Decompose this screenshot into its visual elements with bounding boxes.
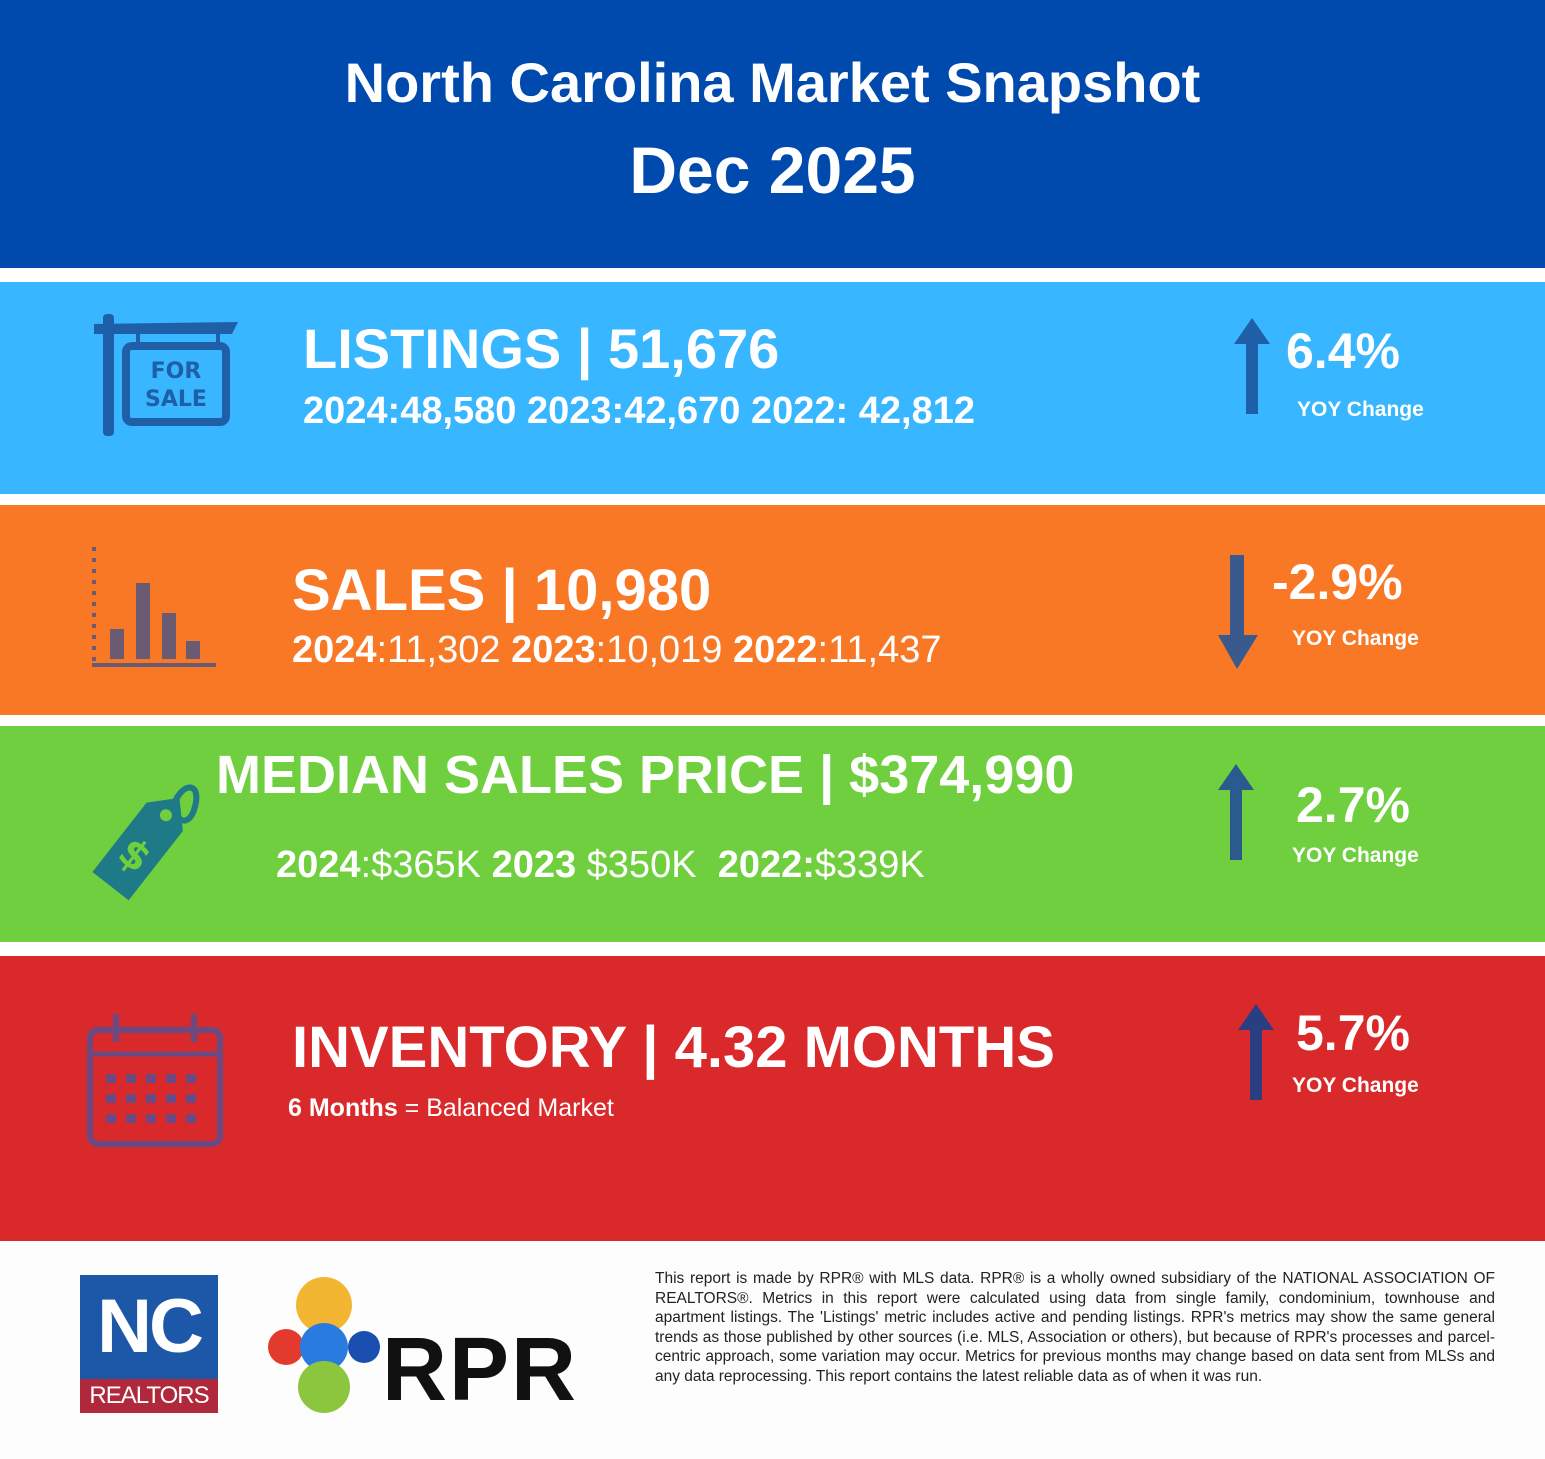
nc-logo-subtext: REALTORS [80, 1379, 218, 1413]
rpr-logo-mark-icon [268, 1277, 380, 1413]
arrow-up-icon [1238, 1004, 1274, 1100]
history-value: $339K [814, 844, 925, 886]
median-price-title: MEDIAN SALES PRICE | $374,990 [216, 745, 1075, 805]
sales-section: SALES | 10,980 2024:11,302 2023:10,019 2… [0, 505, 1545, 715]
history-year: 2023: [527, 390, 625, 432]
median-price-section: $ MEDIAN SALES PRICE | $374,990 2024:$36… [0, 726, 1545, 942]
arrow-down-icon [1218, 555, 1258, 669]
inventory-note: 6 Months = Balanced Market [288, 1094, 614, 1123]
sales-yoy-label: YOY Change [1292, 627, 1419, 650]
sign-text-sale: SALE [145, 387, 207, 412]
history-year: 2022: [751, 390, 849, 432]
inventory-title: INVENTORY | 4.32 MONTHS [292, 1015, 1055, 1080]
note-bold: 6 Months [288, 1094, 398, 1122]
arrow-up-icon [1234, 318, 1270, 414]
listings-section: FOR SALE LISTINGS | 51,676 2024:48,580 2… [0, 282, 1545, 494]
history-value: $350K [576, 844, 697, 886]
nc-realtors-logo: NC REALTORS [80, 1275, 218, 1413]
sales-history: 2024:11,302 2023:10,019 2022:11,437 [292, 629, 942, 672]
history-year: 2023 [511, 629, 596, 671]
listings-title: LISTINGS | 51,676 [303, 317, 780, 380]
sign-text-for: FOR [151, 359, 202, 384]
history-year: 2023 [491, 844, 577, 886]
listings-yoy-percent: 6.4% [1286, 323, 1400, 379]
median-price-yoy-label: YOY Change [1292, 844, 1419, 867]
inventory-yoy-percent: 5.7% [1296, 1005, 1410, 1061]
for-sale-sign-icon: FOR SALE [94, 314, 238, 436]
listings-yoy-label: YOY Change [1297, 398, 1424, 421]
inventory-yoy-label: YOY Change [1292, 1074, 1419, 1097]
bar-chart-icon [92, 547, 216, 667]
history-value: 42,670 [624, 390, 741, 432]
history-value: :10,019 [595, 629, 723, 671]
header-banner: North Carolina Market Snapshot Dec 2025 [0, 0, 1545, 268]
history-value: 48,580 [400, 390, 517, 432]
history-value: :$365K [360, 844, 481, 886]
note-rest: = Balanced Market [397, 1094, 614, 1122]
rpr-logo-text: RPR [382, 1320, 579, 1420]
report-date: Dec 2025 [629, 133, 916, 207]
footer: NC REALTORS RPR This report is made by R… [0, 1241, 1545, 1459]
arrow-up-icon [1218, 764, 1254, 860]
history-value: :11,302 [376, 629, 501, 671]
history-year: 2022 [732, 629, 818, 671]
sales-yoy-percent: -2.9% [1272, 554, 1403, 610]
history-year: 2022: [717, 844, 815, 886]
price-tag-icon: $ [92, 784, 200, 901]
median-price-yoy-percent: 2.7% [1296, 777, 1410, 833]
inventory-section: INVENTORY | 4.32 MONTHS 6 Months = Balan… [0, 956, 1545, 1241]
listings-history: 2024:48,580 2023:42,670 2022: 42,812 [303, 390, 975, 433]
sales-title: SALES | 10,980 [292, 558, 712, 623]
history-year: 2024 [292, 629, 377, 671]
nc-logo-text: NC [80, 1275, 218, 1379]
history-year: 2024: [303, 390, 401, 432]
history-year: 2024 [276, 844, 361, 886]
history-value: :11,437 [817, 629, 942, 671]
history-value: 42,812 [848, 390, 975, 432]
disclaimer-text: This report is made by RPR® with MLS dat… [655, 1270, 1495, 1385]
median-price-history: 2024:$365K 2023 $350K 2022:$339K [276, 844, 925, 887]
page-title: North Carolina Market Snapshot [344, 51, 1201, 114]
calendar-icon [87, 1014, 223, 1147]
